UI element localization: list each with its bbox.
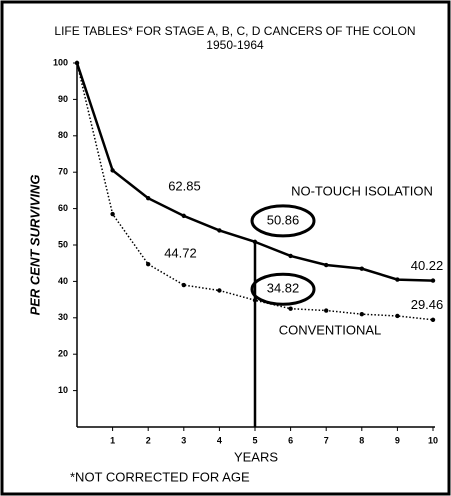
value-label: 44.72 [164, 246, 197, 261]
point [288, 253, 293, 259]
y-tick-label: 50 [58, 239, 68, 249]
y-tick-label: 90 [58, 94, 68, 104]
point [110, 168, 115, 173]
point [146, 262, 151, 267]
y-tick-label: 80 [58, 130, 68, 140]
point [74, 60, 80, 66]
y-tick-label: 60 [58, 203, 68, 213]
point [181, 213, 186, 219]
chart-subtitle: 1950-1964 [206, 38, 264, 52]
point [395, 277, 400, 282]
x-tick-label: 7 [324, 435, 329, 445]
y-tick-label: 20 [58, 349, 68, 359]
value-label: 29.46 [411, 297, 444, 312]
value-label: 40.22 [411, 258, 444, 273]
value-label: 50.86 [267, 212, 300, 227]
point [430, 317, 436, 322]
y-tick-label: 70 [58, 167, 68, 177]
highlight-ring [250, 204, 316, 238]
x-tick-label: 2 [146, 435, 151, 445]
footnote: *NOT CORRECTED FOR AGE [70, 469, 250, 484]
x-tick-label: 10 [428, 435, 438, 445]
point [217, 228, 222, 233]
point [110, 211, 115, 217]
value-label: 34.82 [267, 281, 300, 296]
x-tick-label: 9 [395, 435, 400, 445]
x-tick-label: 8 [359, 435, 364, 445]
y-tick-label: 40 [58, 276, 68, 286]
point [217, 288, 222, 293]
point [252, 239, 258, 245]
point [359, 311, 364, 317]
point [430, 278, 436, 283]
point [252, 298, 258, 303]
point [324, 308, 329, 313]
series-label: CONVENTIONAL [279, 322, 382, 337]
y-tick-label: 10 [58, 385, 68, 395]
y-tick-label: 30 [58, 312, 68, 322]
y-axis-label: PER CENT SURVIVING [27, 175, 42, 316]
point [181, 282, 186, 288]
x-tick-label: 4 [217, 435, 222, 445]
chart-title: LIFE TABLES* FOR STAGE A, B, C, D CANCER… [54, 24, 415, 38]
x-tick-label: 1 [110, 435, 115, 445]
x-tick-label: 5 [252, 435, 257, 445]
x-tick-label: 3 [181, 435, 186, 445]
value-label: 62.85 [168, 179, 201, 194]
point [359, 266, 364, 271]
point [288, 306, 293, 311]
y-tick-label: 100 [53, 57, 68, 67]
series-line [76, 62, 434, 321]
series-label: NO-TOUCH ISOLATION [291, 183, 433, 198]
x-tick-label: 6 [288, 435, 293, 445]
point [395, 313, 400, 319]
point [324, 262, 329, 268]
x-axis-label: YEARS [234, 449, 278, 464]
highlight-ring [250, 272, 316, 306]
point [146, 196, 151, 201]
